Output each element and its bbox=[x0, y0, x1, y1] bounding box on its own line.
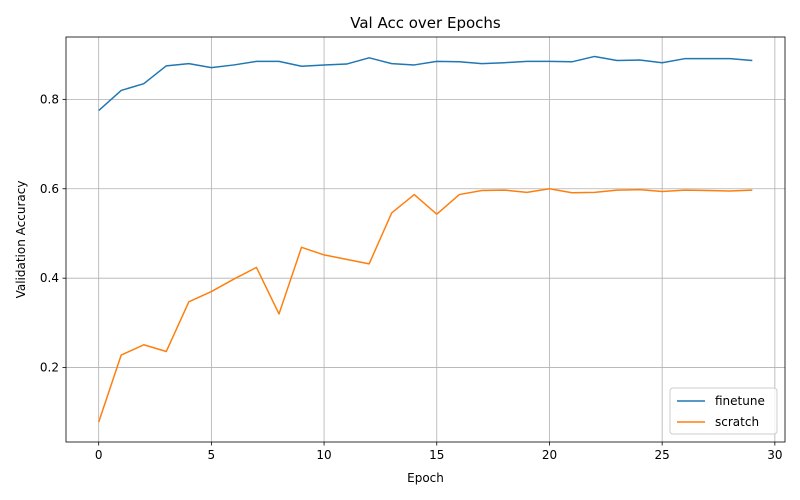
series-lines bbox=[97, 55, 753, 423]
y-tick-label: 0.2 bbox=[40, 361, 59, 375]
x-tick-label: 15 bbox=[429, 448, 444, 462]
y-tick-label: 0.6 bbox=[40, 182, 59, 196]
legend: finetune scratch bbox=[669, 387, 778, 435]
series-line-scratch bbox=[97, 188, 753, 423]
grid-lines bbox=[66, 37, 785, 442]
y-tick-label: 0.4 bbox=[40, 271, 59, 285]
legend-label-finetune: finetune bbox=[715, 394, 765, 408]
y-axis-ticks: 0.2 0.4 0.6 0.8 bbox=[40, 92, 66, 375]
x-tick-label: 5 bbox=[208, 448, 216, 462]
legend-label-scratch: scratch bbox=[715, 415, 759, 429]
chart-title: Val Acc over Epochs bbox=[350, 14, 501, 32]
plot-frame bbox=[65, 36, 786, 443]
x-tick-label: 20 bbox=[542, 448, 557, 462]
y-tick-label: 0.8 bbox=[40, 92, 59, 106]
series-line-finetune bbox=[98, 55, 753, 112]
x-axis-ticks: 0 5 10 15 20 25 30 bbox=[95, 442, 782, 462]
y-axis-label: Validation Accuracy bbox=[14, 181, 28, 299]
x-tick-label: 10 bbox=[316, 448, 331, 462]
x-tick-label: 30 bbox=[767, 448, 782, 462]
x-tick-label: 0 bbox=[95, 448, 103, 462]
x-axis-label: Epoch bbox=[407, 471, 444, 485]
x-tick-label: 25 bbox=[655, 448, 670, 462]
